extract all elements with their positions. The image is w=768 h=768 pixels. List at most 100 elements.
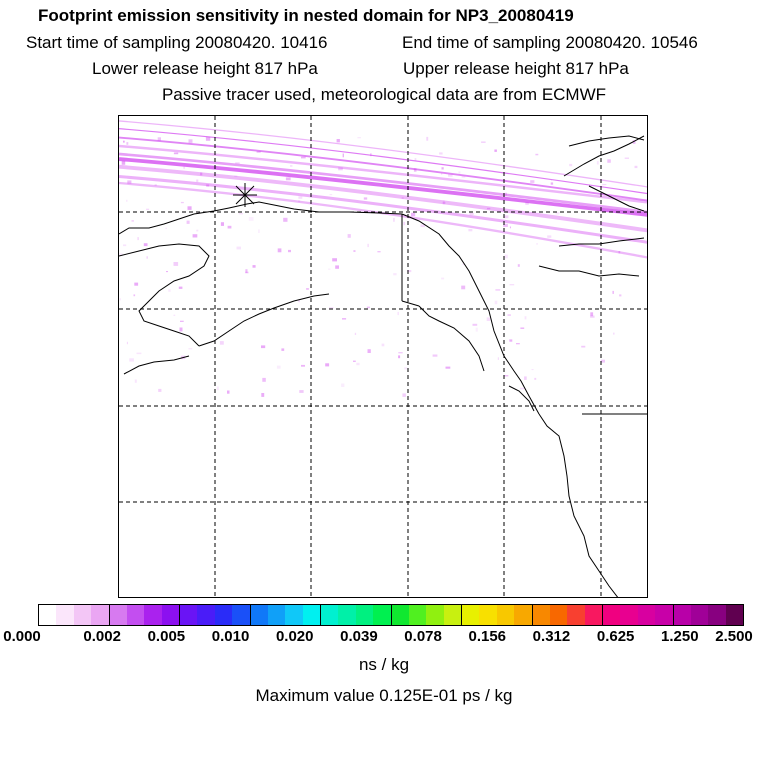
plume-speck xyxy=(367,243,369,248)
plume-speck xyxy=(404,367,408,370)
end-time-label: End time of sampling 20080420. 10546 xyxy=(402,33,698,52)
plume-speck xyxy=(472,323,478,326)
plume-speck xyxy=(519,387,525,390)
plume-speck xyxy=(366,306,370,309)
plume-speck xyxy=(299,390,304,393)
colorbar-cell xyxy=(690,605,709,625)
plume-speck xyxy=(126,199,128,202)
plume-speck xyxy=(186,220,190,224)
plume-speck xyxy=(517,264,520,267)
plume-speck xyxy=(134,282,139,286)
plume-speck xyxy=(288,249,291,253)
plume-speck xyxy=(123,140,125,143)
plume-speck xyxy=(495,289,501,291)
plume-speck xyxy=(555,212,560,215)
plume-speck xyxy=(329,307,334,309)
map-panel xyxy=(118,115,648,598)
plume-speck xyxy=(227,225,232,229)
plume-speck xyxy=(590,312,594,317)
plume-speck xyxy=(306,288,309,290)
colorbar-cell xyxy=(179,605,198,625)
plume-speck xyxy=(281,348,285,351)
plume-speck xyxy=(248,217,254,221)
plume-speck xyxy=(180,320,184,322)
plume-speck xyxy=(290,165,293,167)
asterisk-marker xyxy=(233,183,257,207)
plume-speck xyxy=(133,294,136,297)
tracer-note: Passive tracer used, meteorological data… xyxy=(161,85,607,104)
plume-speck xyxy=(547,235,552,238)
plume-speck xyxy=(245,269,248,273)
plume-speck xyxy=(354,332,357,335)
plume-speck xyxy=(441,173,443,175)
plume-speck xyxy=(134,379,137,383)
colorbar-cell xyxy=(373,605,391,625)
plume-speck xyxy=(507,314,511,316)
colorbar-cell xyxy=(73,605,92,625)
plume-speck xyxy=(119,298,121,301)
plume-speck xyxy=(413,168,417,172)
plume-speck xyxy=(180,201,184,204)
plume-streak xyxy=(119,157,647,217)
colorbar-cell xyxy=(408,605,427,625)
colorbar-cell xyxy=(91,605,109,625)
political-boundaries xyxy=(401,214,647,415)
plume-speck xyxy=(196,179,199,182)
plume-speck xyxy=(187,206,192,210)
plume-speck xyxy=(166,271,168,273)
plume-speck xyxy=(129,358,134,362)
plume-speck xyxy=(525,202,529,205)
plume-speck xyxy=(206,184,210,187)
plume-speck xyxy=(442,202,446,204)
plot-title: Footprint emission sensitivity in nested… xyxy=(38,6,574,25)
plume-speck xyxy=(377,251,381,253)
colorbar-tick-label: 0.020 xyxy=(275,628,314,645)
plume-speck xyxy=(245,271,249,274)
plume-speck xyxy=(227,390,230,394)
colorbar-cell xyxy=(197,605,215,625)
plume-speck xyxy=(524,376,527,380)
colorbar-tick-label: 1.250 xyxy=(661,628,699,645)
plume-speck xyxy=(601,359,605,363)
plume-speck xyxy=(188,348,193,350)
colorbar-cell xyxy=(355,605,374,625)
colorbar-cell xyxy=(620,605,638,625)
plume-speck xyxy=(298,200,301,202)
plume-speck xyxy=(256,151,261,153)
plume-speck xyxy=(168,289,171,292)
colorbar-cell xyxy=(56,605,74,625)
plume-streak xyxy=(119,181,647,259)
colorbar-cell xyxy=(602,605,621,625)
plume-speck xyxy=(442,200,445,205)
plume-speck xyxy=(401,197,404,200)
plume-speck xyxy=(509,226,511,229)
plume-speck xyxy=(462,263,465,265)
start-time-label: Start time of sampling 20080420. 10416 xyxy=(26,33,328,52)
plume-speck xyxy=(481,141,486,143)
plume-speck xyxy=(613,332,615,335)
colorbar-cell xyxy=(426,605,444,625)
colorbar-tick-label: 0.002 xyxy=(83,628,121,645)
plume-speck xyxy=(398,352,403,354)
plume-speck xyxy=(165,227,167,230)
colorbar-cell xyxy=(496,605,515,625)
plume-speck xyxy=(530,180,535,183)
plume-speck xyxy=(486,317,491,321)
plume-speck xyxy=(569,163,573,167)
colorbar xyxy=(38,604,744,626)
colorbar-tick-label: 0.010 xyxy=(211,628,250,645)
colorbar-cell xyxy=(637,605,656,625)
colorbar-tick-label: 0.156 xyxy=(468,628,507,645)
plume-speck xyxy=(397,311,399,316)
plume-speck xyxy=(393,217,395,222)
plume-speck xyxy=(356,362,360,366)
plume-streak xyxy=(119,164,647,233)
plume-speck xyxy=(411,212,416,217)
plume-speck xyxy=(403,221,406,226)
plume-speck xyxy=(335,265,339,269)
plume-streak xyxy=(119,144,647,204)
plume-speck xyxy=(494,300,498,305)
colorbar-cell xyxy=(708,605,726,625)
plume-speck xyxy=(497,357,499,360)
plume-speck xyxy=(426,136,429,141)
